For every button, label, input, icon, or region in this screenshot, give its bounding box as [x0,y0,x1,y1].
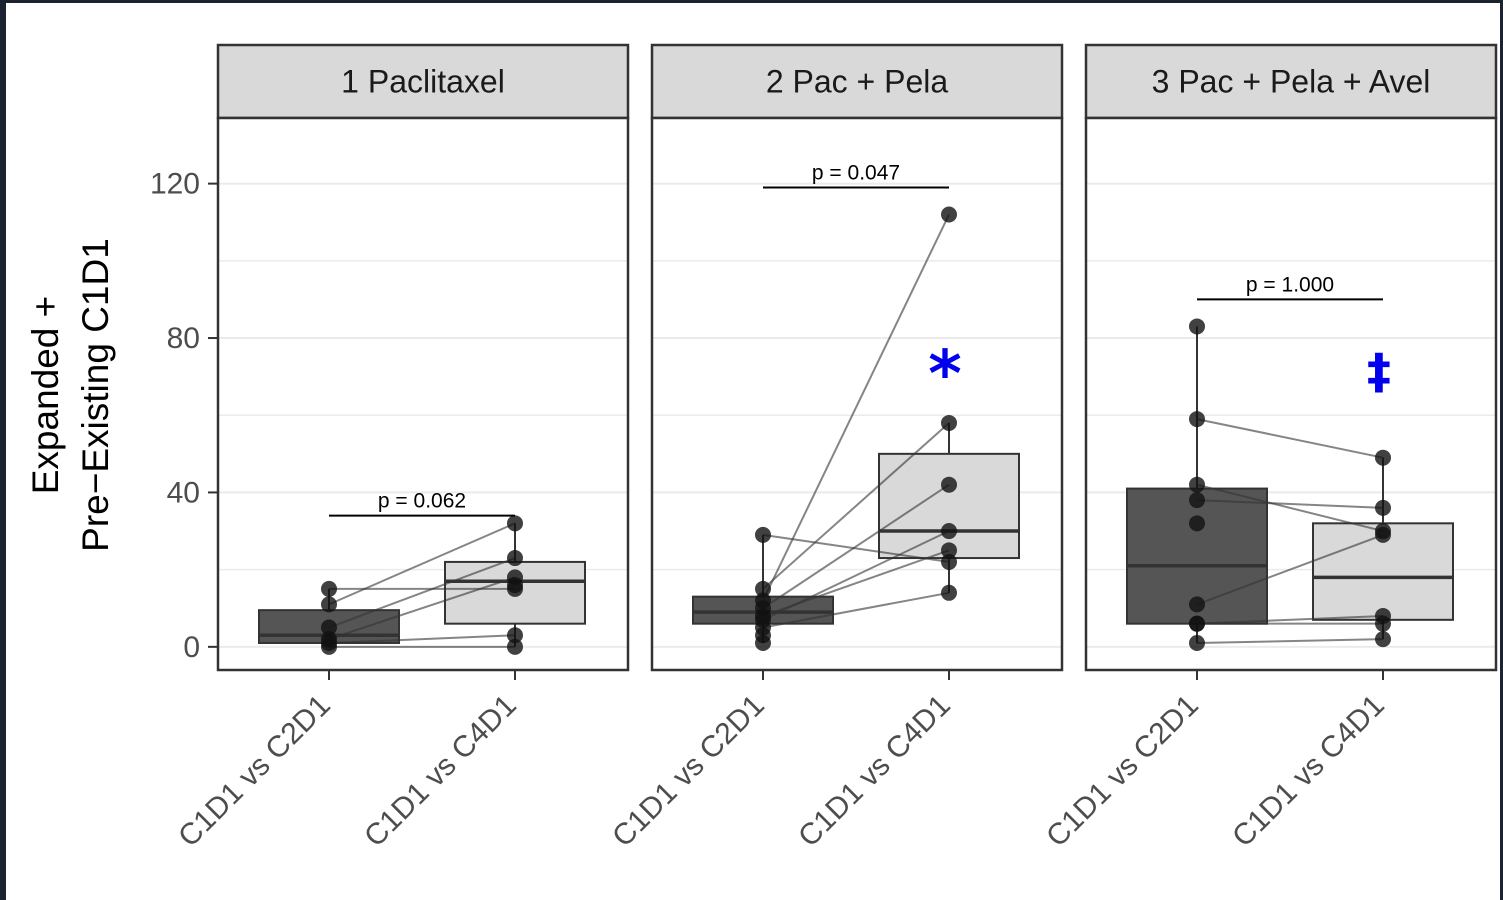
data-point [1375,499,1391,516]
facet-panel: 2 Pac + Pela p = 0.047 * C1D1 vs C2D1 C1D1 v… [606,43,1064,854]
data-point [321,619,337,636]
facet-panel: 3 Pac + Pela + Avel p = 1.000 ‡ C1D1 vs C2D… [1040,43,1498,854]
data-point [507,627,523,644]
facet-title: 1 Paclitaxel [341,64,505,100]
data-point [755,580,771,597]
data-point [1189,634,1205,651]
data-point [507,577,523,594]
data-point [1375,631,1391,648]
data-point [941,584,957,601]
data-point [321,638,337,655]
x-tick-label: C1D1 vs C4D1 [358,689,523,854]
pair-line [1196,418,1384,459]
pair-line [1196,614,1384,625]
data-point [755,526,771,543]
facet-strip [650,43,1064,120]
pvalue-label: p = 0.047 [812,161,900,184]
data-point [507,550,523,567]
pair-line [762,530,950,621]
x-tick-label: C1D1 vs C2D1 [606,689,771,854]
pair-line [328,522,516,606]
y-axis: 0 40 80 120 [150,168,218,664]
x-tick-label: C1D1 vs C4D1 [1226,689,1391,854]
significance-marker: ‡ [1367,344,1391,400]
pvalue-label: p = 0.062 [378,490,466,513]
pair-line [1196,483,1384,533]
pair-line [762,483,950,610]
y-tick-label: 0 [183,631,200,664]
panel-background [652,118,1062,670]
pvalue-label: p = 1.000 [1246,273,1334,296]
y-tick-label: 120 [150,168,200,201]
y-tick-label: 80 [167,322,200,355]
data-point [941,476,957,493]
panel-border [216,116,630,672]
x-tick-label: C1D1 vs C2D1 [1040,689,1205,854]
data-point [1375,449,1391,466]
data-point [1189,492,1205,509]
y-axis-label-line-1: Expanded + [25,296,66,495]
pair-line [762,214,950,601]
pair-line [328,634,516,644]
data-point [321,580,337,597]
data-point [507,515,523,532]
pair-line [1196,638,1384,644]
y-axis-label-line-2: Pre−Existing C1D1 [75,238,116,552]
data-point [1375,615,1391,632]
data-point [941,206,957,223]
pair-line [328,557,516,629]
data-point [1189,615,1205,632]
data-point [941,553,957,570]
pair-line [762,422,950,590]
y-tick-label: 40 [167,476,200,509]
facet-strip [1084,43,1498,120]
x-tick-label: C1D1 vs C2D1 [172,689,337,854]
facet-title: 3 Pac + Pela + Avel [1152,64,1431,100]
facet-panel: 1 Paclitaxel p = 0.062 C1D1 vs C2D1 C1D1 vs… [172,43,630,854]
pair-line [328,576,516,641]
facet-strip [216,43,630,120]
panel-border [650,116,1064,672]
box [878,452,1020,560]
significance-marker: * [928,338,961,412]
data-point [941,542,957,559]
pair-line [1196,533,1384,606]
x-tick-label: C1D1 vs C4D1 [792,689,957,854]
data-point [941,523,957,540]
data-point [321,596,337,613]
data-point [507,638,523,655]
data-point [1189,411,1205,428]
panel-border [1084,116,1498,672]
facet-title: 2 Pac + Pela [766,64,949,100]
data-point [1375,526,1391,543]
pair-line [762,591,950,629]
pair-line [762,533,950,563]
pair-line [1196,499,1384,509]
data-point [941,414,957,431]
data-point [1189,596,1205,613]
data-point [755,634,771,651]
y-axis-label: Expanded + Pre−Existing C1D1 [25,238,116,552]
data-point [1189,476,1205,493]
data-point [1189,515,1205,532]
data-point [1189,318,1205,335]
